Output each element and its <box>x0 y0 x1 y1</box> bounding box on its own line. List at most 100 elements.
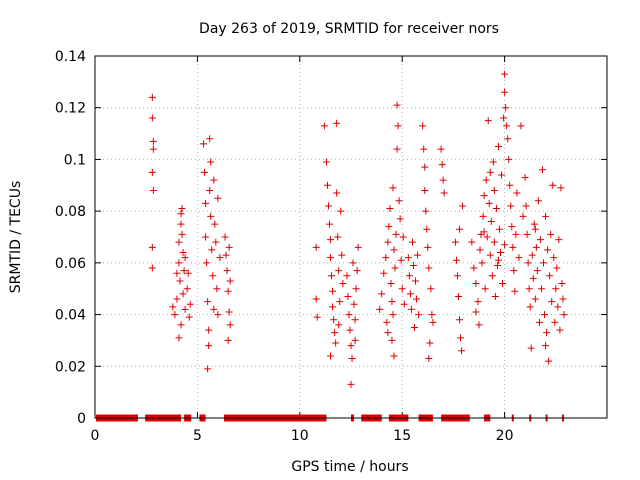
data-point <box>547 230 555 238</box>
x-axis-label: GPS time / hours <box>291 459 408 475</box>
data-point <box>214 311 222 319</box>
data-point <box>347 380 355 388</box>
data-point <box>327 236 335 244</box>
data-point <box>426 339 434 347</box>
data-point <box>200 140 208 148</box>
data-point <box>226 277 234 285</box>
data-point <box>329 287 337 295</box>
data-point <box>413 295 421 303</box>
data-point <box>541 311 549 319</box>
data-point <box>513 189 521 197</box>
data-point <box>555 236 563 244</box>
data-point <box>484 117 492 125</box>
data-point <box>551 318 559 326</box>
data-point <box>177 220 185 228</box>
data-point <box>149 137 157 145</box>
data-point <box>175 259 183 267</box>
data-point <box>334 233 342 241</box>
data-point <box>525 285 533 293</box>
data-point <box>225 243 233 251</box>
data-point <box>175 238 183 246</box>
x-tick-label: 0 <box>91 428 100 444</box>
data-point <box>202 199 210 207</box>
data-point <box>210 176 218 184</box>
data-point <box>458 347 466 355</box>
data-point <box>394 122 402 130</box>
data-point <box>521 174 529 182</box>
x-tick-label: 5 <box>193 428 202 444</box>
data-point <box>427 285 435 293</box>
data-point <box>509 243 517 251</box>
data-point <box>536 236 544 244</box>
data-point <box>148 114 156 122</box>
data-point <box>456 316 464 324</box>
data-point <box>169 303 177 311</box>
x-tick-label: 15 <box>393 428 411 444</box>
data-point <box>183 285 191 293</box>
data-points <box>148 70 568 388</box>
data-point <box>549 181 557 189</box>
data-point <box>499 280 507 288</box>
data-point <box>437 145 445 153</box>
data-point <box>540 259 548 267</box>
data-point <box>542 212 550 220</box>
data-point <box>538 166 546 174</box>
data-point <box>491 292 499 300</box>
data-point <box>224 336 232 344</box>
data-point <box>206 135 214 143</box>
data-point <box>494 256 502 264</box>
data-point <box>451 238 459 246</box>
data-point <box>345 311 353 319</box>
data-point <box>325 220 333 228</box>
data-point <box>530 220 538 228</box>
data-point <box>388 298 396 306</box>
data-point <box>500 114 508 122</box>
data-point <box>405 272 413 280</box>
data-point <box>517 122 525 130</box>
data-point <box>512 230 520 238</box>
data-point <box>186 300 194 308</box>
data-point <box>384 238 392 246</box>
data-point <box>531 295 539 303</box>
y-tick-label: 0.14 <box>55 49 86 65</box>
data-point <box>201 168 209 176</box>
data-point <box>335 267 343 275</box>
data-point <box>226 321 234 329</box>
data-point <box>211 220 219 228</box>
data-point <box>476 246 484 254</box>
data-point <box>400 300 408 308</box>
y-tick-label: 0 <box>77 411 86 427</box>
data-point <box>384 329 392 337</box>
data-point <box>557 184 565 192</box>
data-point <box>181 254 189 262</box>
data-point <box>423 225 431 233</box>
data-point <box>468 238 476 246</box>
data-point <box>421 186 429 194</box>
data-point <box>494 143 502 150</box>
data-point <box>185 313 193 321</box>
data-point <box>424 243 432 251</box>
data-point <box>506 181 514 189</box>
data-point <box>452 256 460 264</box>
data-point <box>148 264 156 272</box>
chart-title: Day 263 of 2019, SRMTID for receiver nor… <box>199 21 499 37</box>
data-point <box>497 249 505 257</box>
data-point <box>378 290 386 298</box>
data-point <box>534 197 542 205</box>
data-point <box>353 267 361 275</box>
data-point <box>407 305 415 313</box>
data-point <box>482 176 490 184</box>
data-point <box>390 352 398 360</box>
data-point <box>313 313 321 321</box>
data-point <box>178 205 186 213</box>
data-point <box>507 202 515 210</box>
data-point <box>344 292 352 300</box>
data-point <box>495 225 503 233</box>
data-point <box>498 171 506 179</box>
data-point <box>470 264 478 272</box>
data-point <box>389 184 397 192</box>
data-point <box>414 251 422 259</box>
data-point <box>224 287 232 295</box>
axis-ticks: 0 5 10 15 20 0 0.02 0.04 0.06 0.08 0.1 0.12 0.14 <box>55 49 607 444</box>
data-point <box>184 269 192 277</box>
